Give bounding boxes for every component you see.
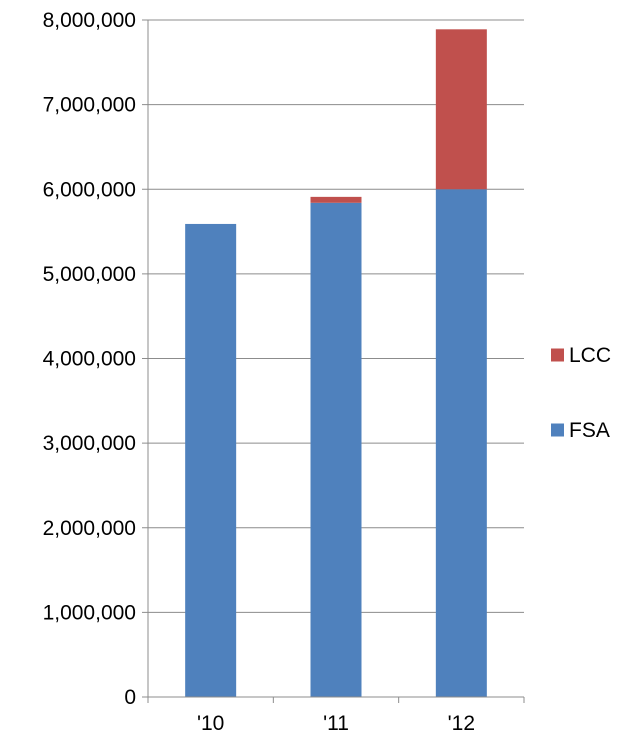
y-tick-label: 4,000,000 <box>43 348 136 371</box>
x-tick-label: '10 <box>197 712 224 735</box>
bar-fsa-2 <box>435 189 487 697</box>
y-tick-label: 7,000,000 <box>43 94 136 117</box>
bar-fsa-1 <box>310 202 362 698</box>
axes <box>142 19 525 703</box>
x-tick-label: '11 <box>323 712 349 735</box>
y-tick-label: 6,000,000 <box>43 178 136 201</box>
bar-lcc-2 <box>435 29 487 190</box>
y-tick-label: 3,000,000 <box>43 432 136 455</box>
bars <box>185 29 487 698</box>
x-tick-labels: '10 '11 '12 <box>197 712 475 735</box>
bar-lcc-1 <box>310 196 362 203</box>
y-tick-label: 0 <box>124 686 136 709</box>
x-tick-label: '12 <box>448 712 475 735</box>
y-tick-label: 1,000,000 <box>43 601 136 624</box>
legend-swatch-lcc <box>551 348 564 362</box>
legend-label-fsa: FSA <box>569 419 610 442</box>
y-tick-label: 8,000,000 <box>43 9 136 32</box>
y-tick-label: 2,000,000 <box>43 517 136 540</box>
legend: LCC FSA <box>551 344 611 442</box>
legend-swatch-fsa <box>551 423 564 437</box>
legend-label-lcc: LCC <box>569 344 611 367</box>
bar-fsa-0 <box>185 223 237 698</box>
y-tick-label: 5,000,000 <box>43 263 136 286</box>
y-tick-labels: 0 1,000,000 2,000,000 3,000,000 4,000,000 5,0… <box>43 9 136 709</box>
